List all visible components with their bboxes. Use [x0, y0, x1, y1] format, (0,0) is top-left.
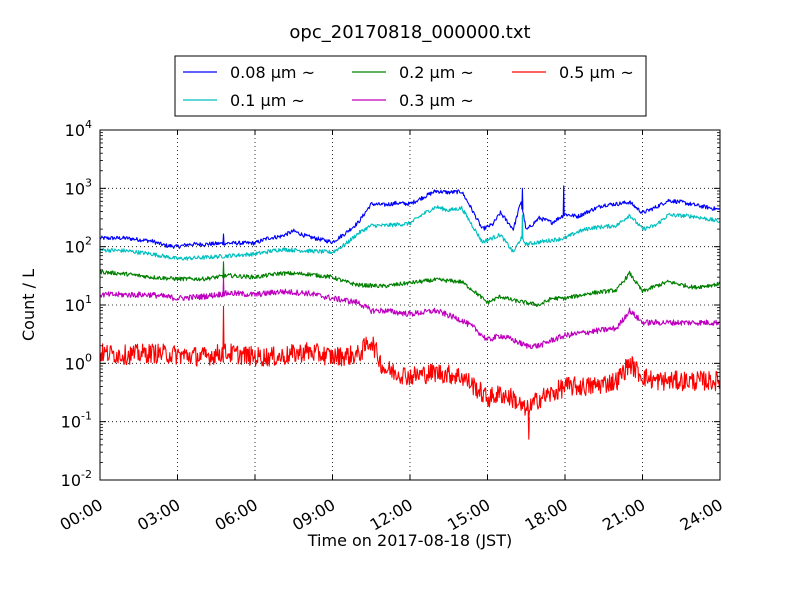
series-line-1: [99, 205, 721, 261]
y-tick-label: 10-2: [61, 468, 92, 490]
legend: 0.08 μm ~ 0.1 μm ~ 0.2 μm ~ 0.3 μm ~ 0.5 μm …: [174, 55, 647, 117]
y-tick-label: 102: [65, 235, 92, 257]
y-tick-label: 101: [65, 293, 92, 315]
series-line-3: [99, 276, 721, 349]
legend-box: [174, 55, 647, 117]
legend-label-4: 0.5 μm ~: [559, 63, 634, 82]
chart-title: opc_20170818_000000.txt: [289, 22, 530, 43]
y-tick-label: 104: [65, 118, 92, 140]
legend-label-1: 0.1 μm ~: [230, 91, 305, 110]
grid-lines: [100, 130, 720, 480]
plot-series: [99, 185, 721, 440]
series-line-4: [99, 305, 721, 440]
x-axis-label: Time on 2017-08-18 (JST): [307, 531, 512, 550]
series-line-2: [99, 261, 721, 307]
y-axis-ticks: 10-2 10-1 100 101 102 103 104: [61, 118, 720, 490]
legend-label-2: 0.2 μm ~: [399, 63, 474, 82]
legend-label-3: 0.3 μm ~: [399, 91, 474, 110]
y-tick-label: 10-1: [61, 410, 92, 432]
y-tick-label: 103: [65, 176, 92, 198]
series-line-0: [99, 185, 721, 249]
legend-label-0: 0.08 μm ~: [230, 63, 315, 82]
legend-entries: 0.08 μm ~ 0.1 μm ~ 0.2 μm ~ 0.3 μm ~ 0.5 μm …: [183, 63, 634, 110]
y-tick-label: 100: [65, 351, 92, 373]
y-axis-label: Count / L: [19, 269, 38, 341]
